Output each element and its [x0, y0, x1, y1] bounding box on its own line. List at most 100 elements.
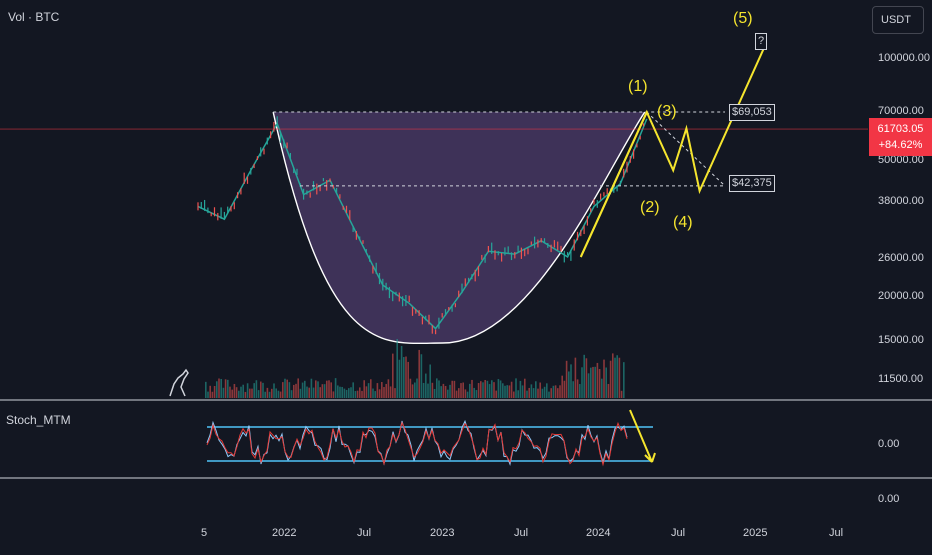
volume-bar: [304, 380, 306, 398]
volume-bar: [218, 378, 220, 398]
volume-bar: [277, 390, 280, 398]
volume-bar: [392, 353, 394, 398]
wave-layer: [579, 43, 767, 258]
volume-bar: [543, 386, 546, 398]
volume-bar: [574, 357, 577, 398]
volume-bar: [295, 383, 297, 398]
volume-bar: [260, 381, 262, 398]
volume-bar: [433, 388, 436, 398]
volume-bar: [460, 383, 462, 398]
volume-bar: [616, 355, 618, 398]
volume-bar: [279, 391, 282, 398]
volume-bar: [455, 390, 458, 398]
volume-bar: [422, 382, 425, 398]
volume-bar: [431, 382, 434, 398]
volume-bar: [389, 386, 392, 398]
wave-label-3: (3): [657, 103, 677, 120]
volume-bar: [345, 389, 348, 398]
volume-bar: [383, 387, 385, 398]
volume-bar: [499, 380, 502, 398]
volume-bar: [458, 388, 460, 398]
volume-bar: [240, 386, 242, 398]
volume-bar: [242, 384, 244, 398]
volume-bar: [572, 381, 574, 398]
wave-label-4: (4): [673, 214, 693, 231]
volume-bar: [416, 378, 418, 398]
volume-bar: [554, 385, 557, 398]
volume-bar: [238, 390, 240, 398]
wave-label-2: (2): [640, 199, 660, 216]
volume-bar: [535, 381, 537, 398]
volume-bar: [449, 384, 451, 398]
volume-bar: [497, 379, 500, 398]
volume-bar: [563, 380, 566, 398]
volume-bar: [257, 390, 260, 398]
volume-bar: [464, 389, 467, 398]
time-axis-tick: 2023: [430, 527, 455, 539]
volume-bar: [565, 360, 568, 398]
volume-bar: [528, 387, 530, 398]
volume-bar: [315, 380, 317, 398]
volume-bar: [530, 384, 533, 398]
volume-bar: [427, 383, 429, 398]
volume-bar: [229, 386, 231, 398]
volume-bar: [341, 386, 343, 398]
volume-bar: [559, 385, 561, 398]
volume-bar: [405, 356, 407, 398]
volume-bar: [603, 359, 605, 398]
question-mark-label: ?: [755, 33, 768, 50]
price-axis-tick: 26000.00: [878, 252, 924, 264]
volume-bar: [587, 373, 590, 398]
volume-bar: [444, 385, 447, 398]
volume-bar: [519, 380, 522, 398]
volume-bar: [493, 382, 495, 398]
volume-bar: [594, 366, 596, 398]
volume-bar: [273, 383, 275, 398]
volume-bar: [521, 385, 524, 398]
volume-bar: [598, 369, 601, 398]
volume-bar: [570, 364, 572, 398]
volume-bar: [306, 386, 308, 398]
volume-bar: [216, 381, 218, 398]
volume-bar: [568, 371, 570, 398]
cup-outline: [272, 111, 646, 345]
price-axis-tick: 50000.00: [878, 154, 924, 166]
volume-bar: [376, 383, 379, 398]
volume-indicator-label[interactable]: Vol · BTC: [8, 10, 60, 24]
volume-bar: [592, 366, 594, 398]
volume-bar: [539, 382, 541, 398]
volume-bar: [321, 384, 324, 398]
volume-bar: [350, 387, 352, 398]
price-axis-tick: 38000.00: [878, 195, 924, 207]
oscillator-axis-tick: 0.00: [878, 438, 900, 450]
volume-bar: [323, 384, 326, 398]
price-axis-tick: 15000.00: [878, 334, 924, 346]
volume-bar: [288, 382, 291, 398]
volume-bar: [356, 390, 359, 398]
volume-bar: [596, 362, 599, 398]
volume-bar: [409, 378, 412, 398]
volume-bar: [601, 378, 603, 398]
volume-bar: [442, 383, 445, 398]
time-axis-tick: Jul: [829, 527, 844, 539]
volume-bar: [213, 385, 216, 398]
volume-bar: [418, 349, 420, 398]
volume-bar: [387, 379, 390, 398]
volume-bar: [440, 386, 442, 398]
volume-bar: [420, 354, 423, 398]
volume-bar: [249, 388, 251, 398]
volume-bar: [491, 380, 493, 398]
volume-bar: [220, 378, 222, 398]
oscillator-label[interactable]: Stoch_MTM: [6, 413, 71, 427]
volume-bar: [310, 378, 313, 398]
time-axis-tick: Jul: [514, 527, 529, 539]
current-price-change: +84.62%: [878, 139, 923, 151]
currency-button[interactable]: USDT: [872, 6, 924, 34]
volume-bar: [317, 381, 319, 398]
volume-bar: [231, 389, 233, 398]
oscillator-axis-tick: 0.00: [878, 493, 900, 505]
volume-bar: [205, 381, 207, 398]
volume-bar: [429, 364, 431, 398]
